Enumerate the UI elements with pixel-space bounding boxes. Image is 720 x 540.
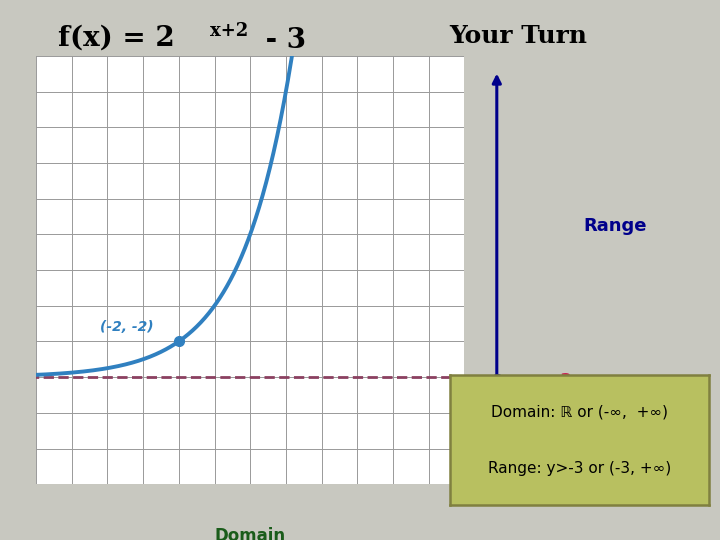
Text: - 3: - 3 [256, 27, 305, 54]
Text: Domain: Domain [215, 527, 286, 540]
Text: y = -3: y = -3 [517, 372, 572, 390]
Text: x+2: x+2 [210, 22, 248, 39]
Text: Domain: ℝ or (-∞,  +∞): Domain: ℝ or (-∞, +∞) [491, 404, 668, 419]
Text: Range: Range [583, 217, 647, 235]
Text: f(x) = 2: f(x) = 2 [58, 24, 174, 51]
Text: Your Turn: Your Turn [449, 24, 588, 48]
Text: (-2, -2): (-2, -2) [100, 320, 154, 334]
Text: Range: y>-3 or (-3, +∞): Range: y>-3 or (-3, +∞) [488, 461, 671, 476]
